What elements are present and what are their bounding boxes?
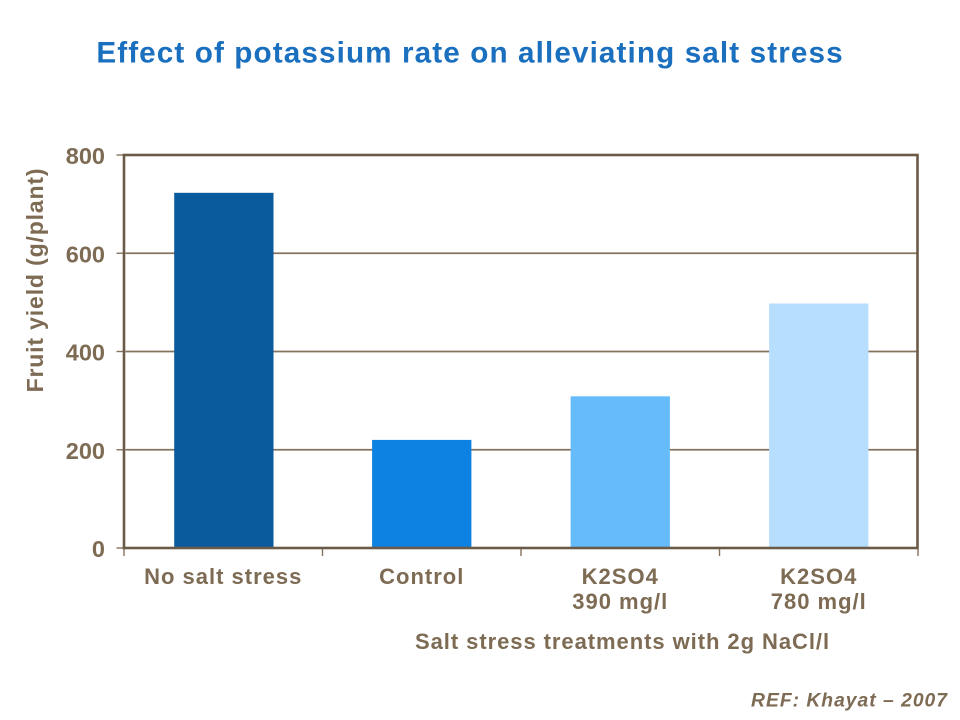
- svg-text:780 mg/l: 780 mg/l: [771, 589, 867, 614]
- svg-text:800: 800: [66, 143, 105, 169]
- svg-text:REF: Khayat – 2007: REF: Khayat – 2007: [751, 691, 948, 712]
- svg-text:Effect of potassium rate on al: Effect of potassium rate on alleviating …: [96, 37, 843, 70]
- svg-text:Salt stress treatments with 2g: Salt stress treatments with 2g NaCl/l: [415, 629, 830, 654]
- svg-text:600: 600: [66, 241, 105, 267]
- svg-text:No salt stress: No salt stress: [144, 564, 302, 589]
- svg-text:Control: Control: [379, 564, 464, 589]
- svg-text:Fruit yield (g/plant): Fruit yield (g/plant): [22, 168, 48, 393]
- svg-text:K2SO4: K2SO4: [582, 564, 659, 589]
- svg-text:390 mg/l: 390 mg/l: [572, 589, 668, 614]
- svg-text:200: 200: [66, 438, 105, 464]
- svg-text:400: 400: [66, 340, 105, 366]
- svg-text:0: 0: [92, 536, 105, 562]
- svg-text:K2SO4: K2SO4: [780, 564, 857, 589]
